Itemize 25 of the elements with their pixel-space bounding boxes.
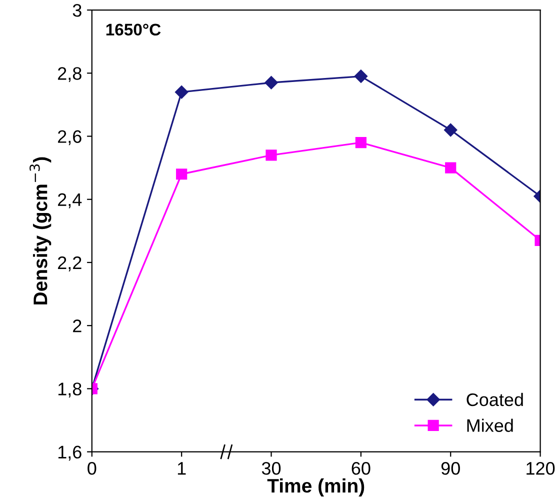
legend-label: Coated (466, 392, 523, 406)
point (354, 70, 368, 83)
point (264, 76, 278, 90)
y-tick-label: 2,8 (58, 67, 82, 82)
y-tick-label: 3 (72, 4, 82, 17)
x-tick-label: 1 (178, 462, 186, 475)
x-axis-title: Time (min) (267, 478, 364, 496)
y-tick-label: 1,8 (58, 382, 82, 398)
x-tick-label: 90 (441, 462, 460, 475)
x-tick-label: 60 (352, 462, 370, 475)
x-tick-label: 120 (526, 462, 555, 475)
y-tick-label: 1,6 (58, 446, 82, 461)
y-axis-title: Density (gcm$^{−3}$) (30, 157, 52, 304)
y-tick-label: 2,2 (58, 256, 82, 272)
y-tick-label: 2,4 (58, 193, 82, 208)
y-tick-label: 2 (73, 320, 82, 332)
x-tick-label: 0 (88, 462, 96, 475)
point (355, 137, 366, 148)
annotation: 1650°C (106, 24, 161, 36)
legend-label: Mixed (467, 418, 513, 432)
y-tick-label: 2,6 (58, 130, 82, 146)
point (266, 150, 277, 161)
point (176, 168, 188, 180)
x-tick-label: 30 (262, 462, 281, 475)
point (174, 85, 188, 99)
